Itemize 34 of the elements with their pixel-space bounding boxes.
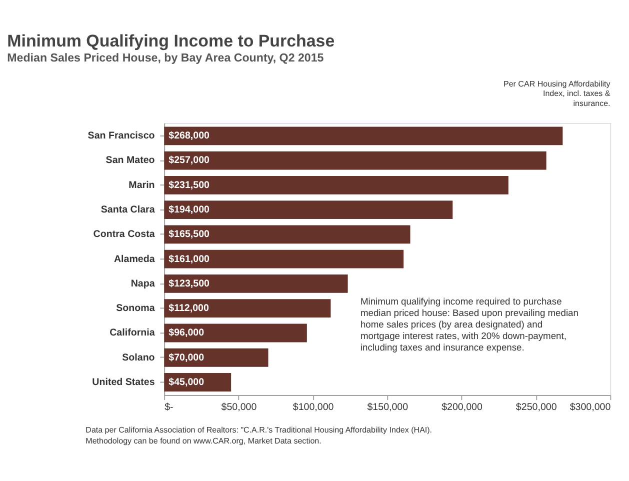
x-tick-label: $150,000: [367, 402, 409, 413]
data-label: $268,000: [168, 130, 210, 142]
y-tick-label: San Francisco: [88, 130, 155, 142]
y-tick-label: San Mateo: [106, 155, 155, 166]
chart-title: Minimum Qualifying Income to Purchase: [7, 31, 335, 50]
x-tick-label: $200,000: [442, 402, 483, 413]
data-label: $165,500: [168, 229, 210, 240]
text: Data per California Association of Realtors: "C.A.R.'s Traditional Housing Affordability Index (HAI). Methodology can be found on www.CAR.org, Market Data section.: [86, 426, 432, 446]
data-label: $257,000: [168, 155, 210, 166]
y-tick-label: Sonoma: [116, 303, 156, 314]
y-tick-label: Santa Clara: [100, 204, 156, 216]
x-tick-label: $-: [164, 402, 174, 413]
y-tick-label: Contra Costa: [93, 229, 156, 240]
text: Per CAR Housing Affordability Index, incl. taxes & insurance.: [503, 79, 611, 108]
x-tick-label: $50,000: [221, 402, 258, 413]
annotation: Minimum qualifying income required to purchase median priced house: Based upon prevailing median home sales prices (by area designated) and mortgage interest rates, with 20% down-payment, including taxes and insurance expense.: [360, 296, 578, 353]
x-tick-label: $100,000: [292, 402, 334, 413]
y-tick-label: Napa: [130, 278, 156, 290]
data-label: $161,000: [168, 254, 210, 265]
y-tick-label: California: [110, 328, 156, 339]
data-label: $45,000: [168, 376, 205, 388]
data-label: $123,500: [168, 278, 210, 290]
data-label: $112,000: [168, 303, 210, 314]
data-label: $96,000: [168, 328, 205, 339]
x-tick-label: $300,000: [570, 402, 612, 413]
y-tick-label: United States: [92, 376, 156, 388]
data-label: $194,000: [168, 204, 210, 216]
y-tick-label: Alameda: [114, 254, 156, 265]
y-tick-label: Solano: [122, 352, 155, 364]
data-label: $231,500: [168, 180, 210, 191]
y-tick-label: Marin: [128, 180, 155, 191]
x-tick-label: $250,000: [516, 402, 558, 413]
data-label: $70,000: [168, 352, 205, 364]
chart-subtitle: Median Sales Priced House, by Bay Area County, Q2 2015: [7, 52, 324, 64]
